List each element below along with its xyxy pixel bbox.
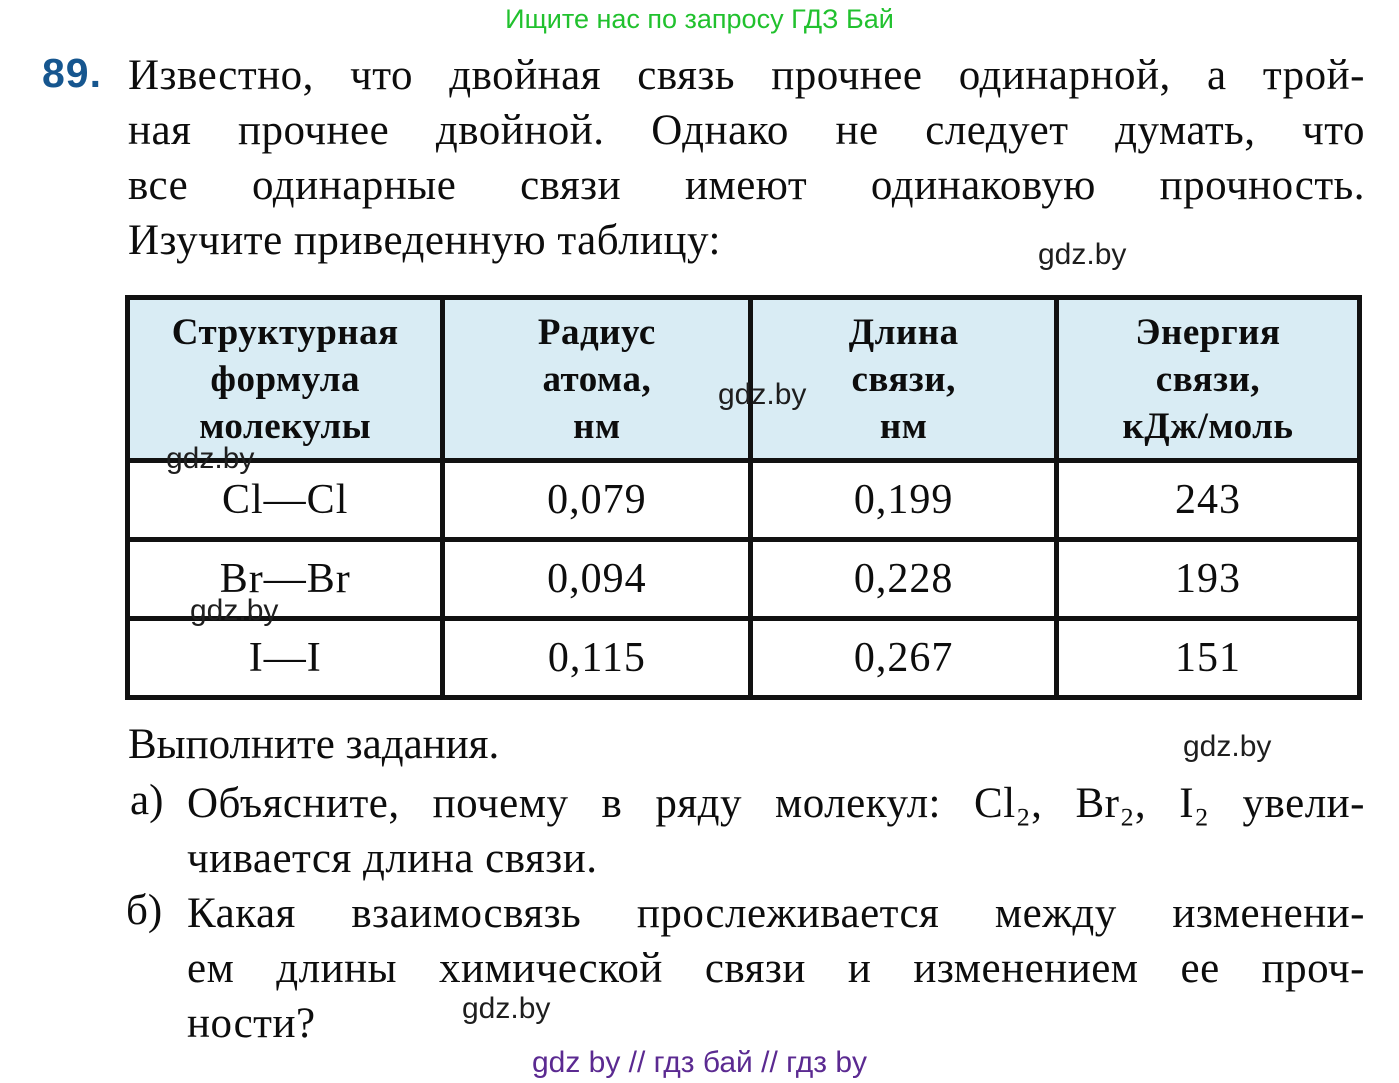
task-b-line: Какая взаимосвязь прослеживается между и…	[187, 890, 1365, 937]
cell-length: 0,267	[748, 616, 1059, 700]
task-a-label: а)	[130, 777, 164, 824]
table-header-row: Структурная формула молекулы Радиус атом…	[124, 295, 1363, 463]
task-a-line: Объясните, почему в ряду молекул: Cl₂, B…	[187, 780, 1365, 827]
problem-number: 89.	[42, 50, 102, 96]
gdz-watermark: gdz.by	[1183, 730, 1272, 763]
header-structural-formula: Структурная формула молекулы	[124, 295, 446, 463]
tasks-heading: Выполните задания.	[128, 721, 500, 768]
header-atom-radius: Радиус атома, нм	[440, 295, 754, 463]
task-b-label: б)	[126, 887, 163, 934]
intro-line: ная прочнее двойной. Однако не следует д…	[128, 107, 1365, 154]
cell-formula: I—I	[124, 616, 446, 700]
cell-energy: 243	[1053, 458, 1363, 542]
header-bond-length: Длина связи, нм	[748, 295, 1059, 463]
cell-energy: 151	[1053, 616, 1363, 700]
problem-intro-paragraph: Известно, что двойная связь прочнее один…	[128, 48, 1365, 268]
table-row: Br—Br 0,094 0,228 193	[124, 537, 1363, 621]
cell-length: 0,228	[748, 537, 1059, 621]
cell-radius: 0,094	[440, 537, 754, 621]
gdz-watermark: gdz.by	[718, 378, 807, 411]
cell-formula: Br—Br	[124, 537, 446, 621]
cell-formula: Cl—Cl	[124, 458, 446, 542]
intro-line: Изучите приведенную таблицу:	[128, 217, 721, 264]
table-row: Cl—Cl 0,079 0,199 243	[124, 458, 1363, 542]
header-bond-energy: Энергия связи, кДж/моль	[1053, 295, 1363, 463]
cell-radius: 0,115	[440, 616, 754, 700]
site-footer-text: gdz by // гдз бай // гдз by	[531, 1046, 868, 1079]
gdz-watermark: gdz.by	[462, 992, 551, 1025]
site-banner-text: Ищите нас по запросу ГДЗ Бай	[505, 4, 894, 34]
intro-line: все одинарные связи имеют одинаковую про…	[128, 162, 1365, 209]
table-row: I—I 0,115 0,267 151	[124, 616, 1363, 700]
cell-length: 0,199	[748, 458, 1059, 542]
task-b-line: ности?	[187, 1000, 316, 1047]
task-a-text: Объясните, почему в ряду молекул: Cl₂, B…	[187, 776, 1365, 886]
task-b-line: ем длины химической связи и изменением е…	[187, 945, 1365, 992]
gdz-watermark: gdz.by	[190, 594, 279, 627]
task-a-line: чивается длина связи.	[187, 835, 598, 882]
cell-radius: 0,079	[440, 458, 754, 542]
cell-energy: 193	[1053, 537, 1363, 621]
intro-line: Известно, что двойная связь прочнее один…	[128, 52, 1365, 99]
task-b-text: Какая взаимосвязь прослеживается между и…	[187, 886, 1365, 1051]
gdz-watermark: gdz.by	[1038, 238, 1127, 271]
bond-properties-table: Структурная формула молекулы Радиус атом…	[124, 295, 1363, 700]
gdz-watermark: gdz.by	[166, 442, 255, 475]
